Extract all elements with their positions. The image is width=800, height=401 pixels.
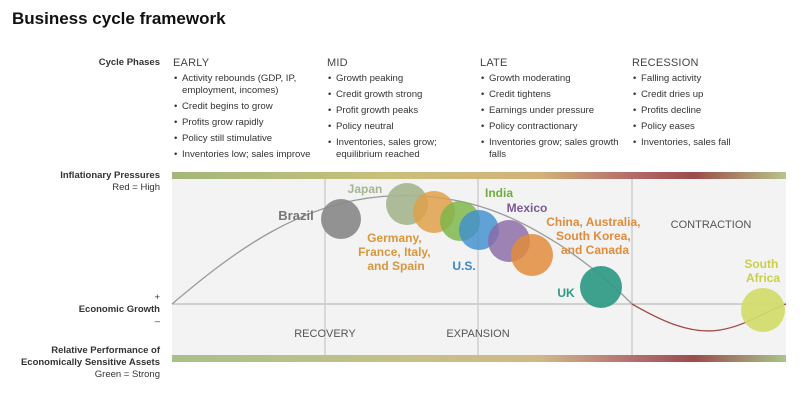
phase-name: RECESSION bbox=[632, 57, 699, 69]
label-mexico: Mexico bbox=[507, 201, 548, 215]
phase-item: Inventories, sales fall bbox=[633, 137, 782, 149]
economic-growth-text: Economic Growth bbox=[78, 304, 160, 315]
green-strong-text: Green = Strong bbox=[94, 369, 160, 380]
chart-background bbox=[172, 178, 786, 356]
phase-early: EARLY Activity rebounds (GDP, IP, employ… bbox=[173, 57, 323, 165]
bubble-south-africa bbox=[741, 288, 785, 332]
label-china-australia-korea-canada: China, Australia, South Korea, and Canad… bbox=[546, 215, 644, 257]
recovery-label: RECOVERY bbox=[294, 328, 356, 340]
phase-item: Inventories, sales grow; equilibrium rea… bbox=[328, 137, 477, 161]
phase-item: Inventories low; sales improve bbox=[174, 149, 323, 161]
phase-item: Policy contractionary bbox=[481, 121, 630, 133]
relative-performance-text-1: Relative Performance of bbox=[51, 345, 160, 356]
label-brazil: Brazil bbox=[278, 208, 313, 223]
phase-item: Profits grow rapidly bbox=[174, 117, 323, 129]
phase-item: Earnings under pressure bbox=[481, 105, 630, 117]
phase-mid: MID Growth peaking Credit growth strong … bbox=[327, 57, 477, 165]
performance-bar bbox=[172, 355, 786, 362]
phase-item: Profits decline bbox=[633, 105, 782, 117]
phase-item: Credit dries up bbox=[633, 89, 782, 101]
phase-item: Policy neutral bbox=[328, 121, 477, 133]
phase-name: MID bbox=[327, 57, 348, 69]
phase-item: Policy still stimulative bbox=[174, 133, 323, 145]
phase-name: LATE bbox=[480, 57, 508, 69]
relative-performance-text-2: Economically Sensitive Assets bbox=[20, 357, 160, 368]
phase-item: Profit growth peaks bbox=[328, 105, 477, 117]
label-us: U.S. bbox=[452, 259, 475, 273]
phase-late: LATE Growth moderating Credit tightens E… bbox=[480, 57, 630, 165]
phase-recession: RECESSION Falling activity Credit dries … bbox=[632, 57, 782, 153]
relative-performance-label: Relative Performance of Economically Sen… bbox=[21, 345, 160, 381]
cycle-phases-text: Cycle Phases bbox=[98, 57, 160, 68]
phase-item: Credit growth strong bbox=[328, 89, 477, 101]
label-germany-france-italy-spain: Germany, France, Italy, and Spain bbox=[358, 231, 434, 273]
label-japan: Japan bbox=[348, 182, 383, 196]
inflationary-pressures-label: Inflationary Pressures Red = High bbox=[60, 170, 160, 194]
phase-item: Falling activity bbox=[633, 73, 782, 85]
phase-item: Growth peaking bbox=[328, 73, 477, 85]
phase-name: EARLY bbox=[173, 57, 210, 69]
bubble-uk bbox=[580, 266, 622, 308]
label-south-africa: South Africa bbox=[744, 257, 781, 285]
phase-item: Activity rebounds (GDP, IP, employment, … bbox=[174, 73, 323, 97]
inflation-bar bbox=[172, 172, 786, 179]
label-india: India bbox=[485, 186, 513, 200]
phase-item: Inventories grow; sales growth falls bbox=[481, 137, 630, 161]
page-title: Business cycle framework bbox=[12, 9, 226, 28]
phase-item: Credit begins to grow bbox=[174, 101, 323, 113]
red-high-text: Red = High bbox=[112, 182, 160, 193]
phase-item: Policy eases bbox=[633, 121, 782, 133]
phase-item: Growth moderating bbox=[481, 73, 630, 85]
plus-sign: + bbox=[154, 292, 160, 303]
economic-growth-label: + Economic Growth – bbox=[79, 292, 160, 328]
phase-item: Credit tightens bbox=[481, 89, 630, 101]
bubble-brazil bbox=[321, 199, 361, 239]
expansion-label: EXPANSION bbox=[446, 328, 509, 340]
inflationary-pressures-text: Inflationary Pressures bbox=[60, 170, 160, 181]
contraction-label: CONTRACTION bbox=[671, 219, 752, 231]
label-uk: UK bbox=[557, 286, 575, 300]
bubble-china-australia-korea-canada bbox=[511, 234, 553, 276]
cycle-phases-label: Cycle Phases bbox=[99, 57, 160, 69]
minus-sign: – bbox=[154, 316, 160, 327]
